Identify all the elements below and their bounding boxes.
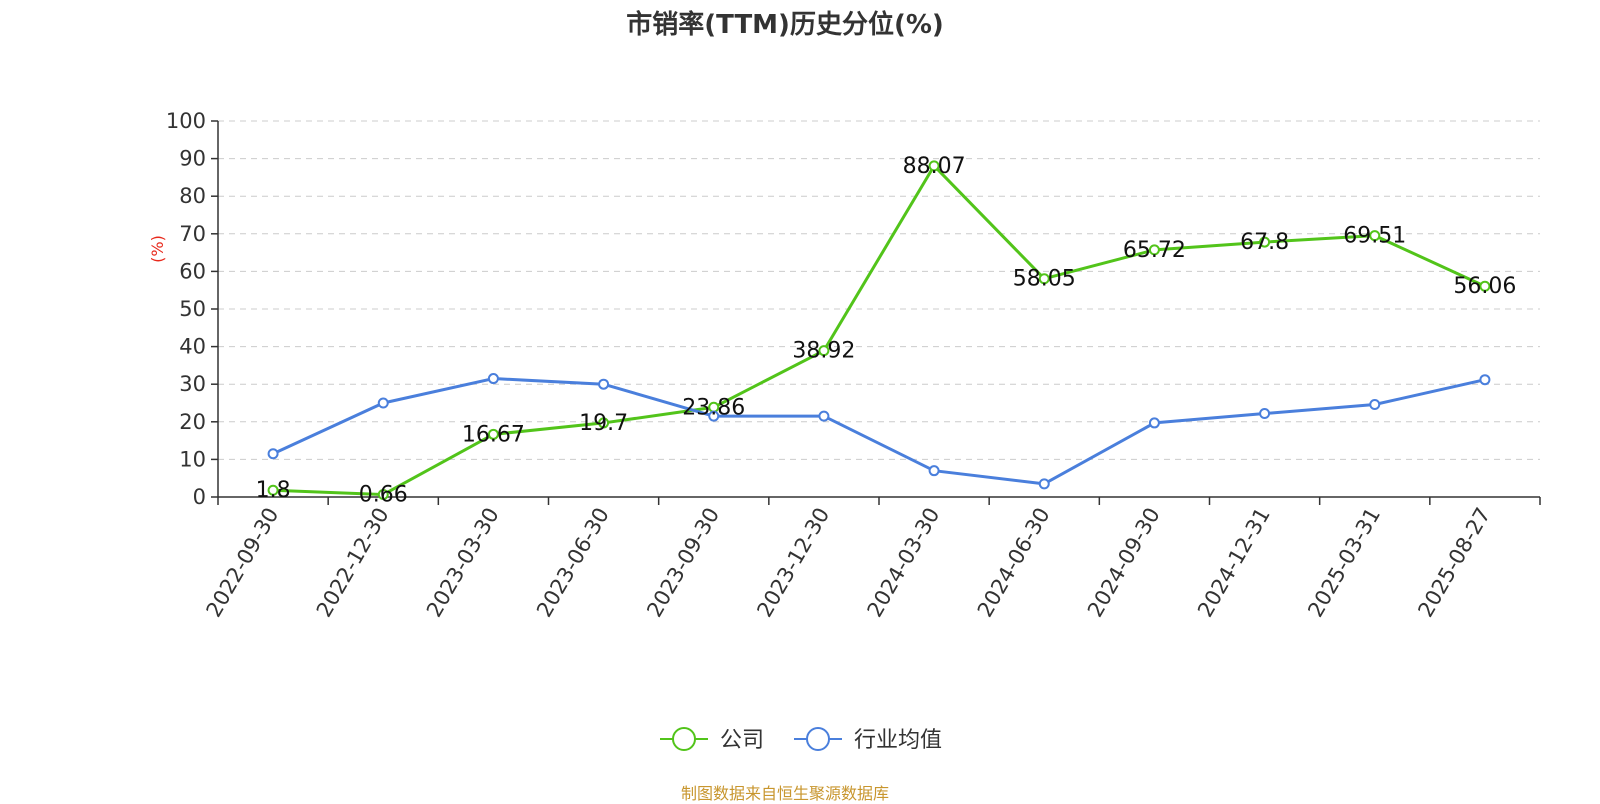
y-tick-label: 0	[193, 485, 206, 509]
data-point	[928, 160, 940, 172]
data-label: 67.8	[1240, 230, 1289, 255]
legend: 公司 行业均值	[660, 727, 942, 753]
legend-label: 行业均值	[854, 728, 942, 753]
data-label: 88.07	[903, 154, 966, 179]
data-point	[928, 465, 940, 477]
y-tick-label: 70	[179, 222, 206, 246]
data-point	[598, 378, 610, 390]
data-label: 38.92	[792, 339, 855, 364]
data-point	[1038, 478, 1050, 490]
legend-swatch-marker	[672, 727, 696, 751]
source-note: 制图数据来自恒生聚源数据库	[680, 784, 889, 803]
x-tick-label: 2022-12-30	[312, 504, 394, 622]
data-label: 1.8	[256, 478, 291, 503]
x-tick-label: 2025-08-27	[1413, 504, 1495, 622]
x-tick-label: 2023-03-30	[422, 503, 504, 621]
data-point	[818, 410, 830, 422]
data-point	[1148, 244, 1160, 256]
x-tick-label: 2023-09-30	[642, 504, 724, 622]
data-label: 65.72	[1123, 238, 1186, 263]
chart-title: 市销率(TTM)历史分位(%)	[626, 10, 944, 40]
data-point	[267, 448, 279, 460]
x-tick-label: 2024-03-30	[863, 503, 945, 621]
grid-lines	[218, 120, 1540, 460]
y-tick-label: 10	[179, 447, 206, 471]
x-tick-label: 2023-06-30	[532, 504, 614, 622]
data-point	[377, 397, 389, 409]
data-label: 23.86	[682, 395, 745, 420]
data-label: 0.66	[359, 483, 408, 508]
data-label: 56.06	[1453, 274, 1516, 299]
series-lines	[267, 160, 1491, 501]
legend-label: 公司	[720, 728, 764, 753]
data-point	[1259, 236, 1271, 248]
y-axis-title: (%)	[148, 235, 167, 263]
data-point	[1148, 417, 1160, 429]
y-tick-label: 80	[179, 184, 206, 208]
data-point	[708, 410, 720, 422]
axes: 0 10 20 30 40 50 60 70 80 90 100 (%) 2022-09-30 2022-…	[148, 109, 1541, 622]
data-label: 69.51	[1343, 224, 1406, 249]
data-point	[1479, 280, 1491, 292]
data-labels: 1.8 0.66 16.67 19.7 23.86 38.92 88.07 58.05 65.7…	[256, 154, 1517, 508]
data-point	[1369, 230, 1381, 242]
y-tick-label: 90	[179, 147, 206, 171]
x-tick-label: 2024-12-31	[1193, 504, 1275, 622]
data-point	[487, 373, 499, 385]
y-tick-label: 100	[166, 109, 206, 133]
data-label: 16.67	[462, 422, 525, 447]
x-tick-label: 2024-06-30	[973, 504, 1055, 622]
data-point	[1038, 273, 1050, 285]
y-tick-label: 30	[179, 372, 206, 396]
y-tick-label: 50	[179, 297, 206, 321]
data-point	[377, 489, 389, 501]
series-line	[272, 377, 1486, 486]
data-point	[267, 484, 279, 496]
y-tick-label: 40	[179, 335, 206, 359]
legend-swatch-marker	[806, 727, 830, 751]
data-point	[818, 345, 830, 357]
data-point	[1259, 408, 1271, 420]
data-label: 58.05	[1013, 267, 1076, 292]
y-tick-label: 20	[179, 410, 206, 434]
series-line	[273, 164, 1486, 497]
x-tick-label: 2024-09-30	[1083, 504, 1165, 622]
data-point	[1479, 374, 1491, 386]
x-tick-label: 2023-12-30	[752, 504, 834, 622]
y-tick-label: 60	[179, 259, 206, 283]
data-point	[598, 417, 610, 429]
data-point	[1369, 399, 1381, 411]
x-tick-label: 2025-03-31	[1303, 504, 1385, 622]
x-tick-label: 2022-09-30	[202, 504, 284, 622]
data-label: 19.7	[579, 411, 628, 436]
data-point	[487, 428, 499, 440]
